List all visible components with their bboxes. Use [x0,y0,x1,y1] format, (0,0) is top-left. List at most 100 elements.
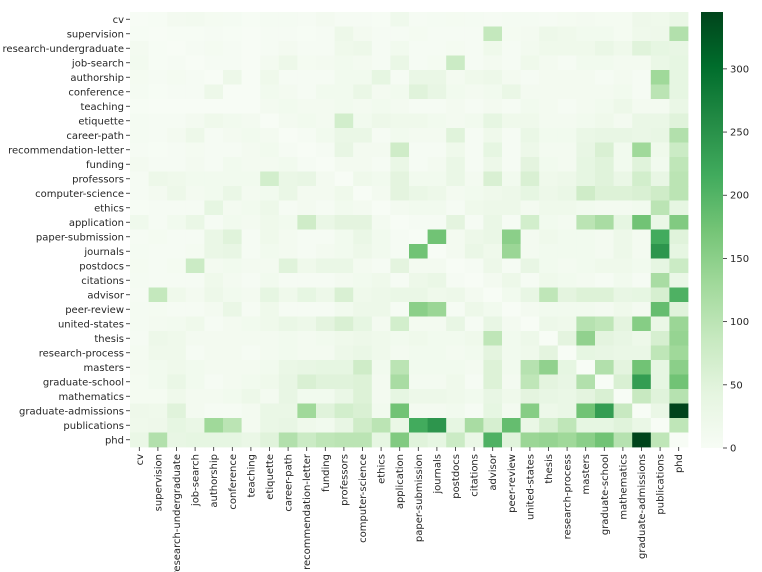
heatmap-cell [148,113,168,129]
heatmap-cell [557,403,577,419]
heatmap-cell [223,244,242,259]
heatmap-cell [427,55,447,71]
y-tick-label: masters [84,363,124,374]
heatmap-cell [464,258,484,274]
heatmap-cell [409,70,428,85]
heatmap-cell [334,55,354,71]
heatmap-cell [130,244,149,259]
heatmap-cell [632,99,652,114]
heatmap-cell [278,331,298,346]
heatmap-cell [130,432,149,448]
heatmap-cell [483,215,503,230]
heatmap-cell [371,171,391,187]
heatmap-cell [204,287,224,303]
heatmap-cell [148,200,168,216]
heatmap-cell [650,287,670,303]
heatmap-cell [241,128,261,143]
heatmap-cell [204,331,224,346]
heatmap-cell [669,55,689,71]
heatmap-cell [223,273,242,288]
heatmap-cell [278,345,298,361]
heatmap-cell [148,258,168,274]
heatmap-cell [669,99,689,114]
heatmap-cell [241,99,261,114]
heatmap-cell [669,186,689,201]
heatmap-cell [204,389,224,404]
heatmap-cell [576,345,596,361]
heatmap-cell [502,171,521,187]
heatmap-cell [446,186,466,201]
heatmap-cell [576,331,596,346]
heatmap-cell [446,316,466,332]
heatmap-cell [130,99,149,114]
heatmap-cell [409,186,428,201]
heatmap-cell [595,26,614,42]
heatmap-cell [130,229,149,245]
heatmap-cell [130,41,149,56]
heatmap-cell [576,84,596,100]
heatmap-cell [539,12,559,27]
heatmap-cell [446,374,466,390]
heatmap-cell [167,12,187,27]
heatmap-cell [483,12,503,27]
heatmap-cell [539,26,559,42]
heatmap-cell [632,403,652,419]
heatmap-cell [483,331,503,346]
heatmap-cell [409,113,428,129]
heatmap-cell [595,128,614,143]
heatmap-cell [576,403,596,419]
heatmap-cell [557,142,577,158]
x-tick-label: etiquette [265,454,276,500]
x-tick-label: cv [135,454,146,465]
heatmap-cell [371,258,391,274]
heatmap-cell [520,432,540,448]
heatmap-cell [483,41,503,56]
heatmap-cell [427,360,447,375]
heatmap-cell [595,432,614,448]
heatmap-cell [353,229,373,245]
heatmap-cell [353,186,373,201]
heatmap-cell [650,258,670,274]
heatmap-cell [539,128,559,143]
heatmap-cell [371,26,391,42]
heatmap-cell [427,229,447,245]
heatmap-cell [613,215,633,230]
heatmap-cell [334,345,354,361]
heatmap-cell [409,128,428,143]
heatmap-cell [297,186,317,201]
heatmap-cell [613,41,633,56]
heatmap-cell [409,200,428,216]
heatmap-cell [632,389,652,404]
heatmap-cell [427,316,447,332]
heatmap-cell [483,26,503,42]
x-tick-label: recommendation-letter [302,453,313,570]
heatmap-cell [446,99,466,114]
heatmap-cell [390,229,410,245]
heatmap-cell [483,157,503,172]
heatmap-cell [390,55,410,71]
heatmap-cell [595,186,614,201]
heatmap-cell [502,418,521,433]
heatmap-cell [632,113,652,129]
heatmap-cell [297,26,317,42]
heatmap-cell [390,113,410,129]
heatmap-cell [167,418,187,433]
x-tick-label: postdocs [451,454,462,499]
heatmap-cell [260,374,280,390]
x-tick-label: citations [470,454,481,497]
x-tick-label: computer-science [358,454,369,543]
heatmap-cell [650,345,670,361]
y-tick-label: career-path [66,131,124,142]
heatmap-cell [297,273,317,288]
heatmap-cell [632,215,652,230]
heatmap-cell [613,26,633,42]
heatmap-cell [204,99,224,114]
heatmap-cell [241,186,261,201]
heatmap-cell [409,389,428,404]
heatmap-cell [297,55,317,71]
heatmap-cell [223,374,242,390]
heatmap-cell [427,331,447,346]
heatmap-cell [427,374,447,390]
heatmap-cell [650,84,670,100]
heatmap-cell [464,171,484,187]
